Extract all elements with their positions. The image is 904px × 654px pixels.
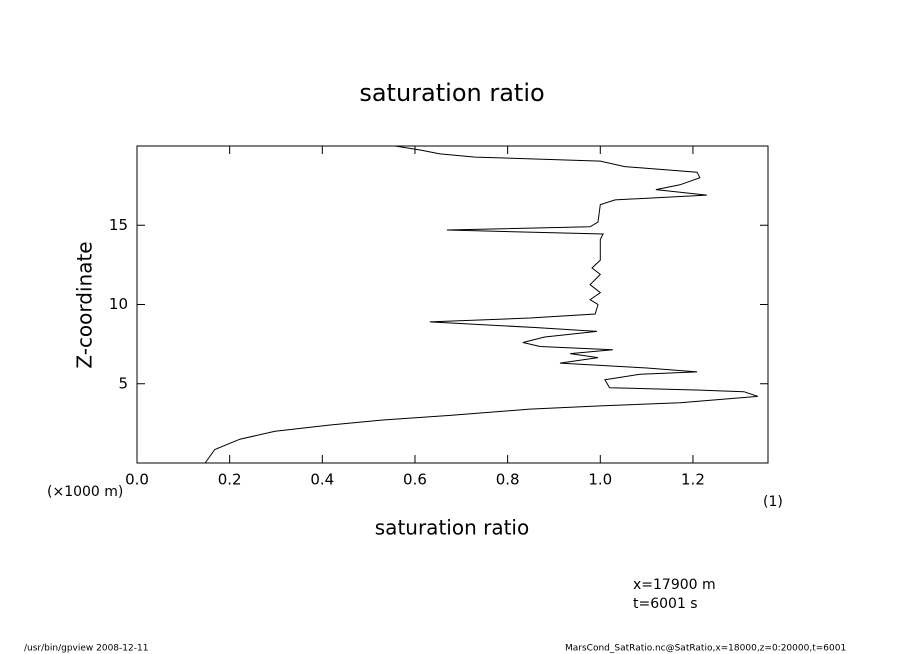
x-unit: (1): [763, 494, 783, 510]
chart-title: saturation ratio: [359, 79, 544, 107]
annotation: x=17900 m: [633, 577, 716, 593]
x-tick-label: 0.0: [125, 471, 149, 489]
annotation: t=6001 s: [633, 596, 698, 612]
x-tick-label: 0.4: [310, 471, 334, 489]
x-tick-label: 0.8: [496, 471, 520, 489]
x-tick-label: 1.0: [588, 471, 612, 489]
profile-line: [204, 145, 758, 464]
x-tick-label: 0.2: [218, 471, 242, 489]
x-tick-label: 1.2: [681, 471, 705, 489]
y-tick-label: 5: [118, 374, 128, 392]
footer: /usr/bin/gpview 2008-12-11: [24, 644, 148, 654]
footer: MarsCond_SatRatio.nc@SatRatio,x=18000,z=…: [565, 644, 846, 654]
y-axis-label: Z-coordinate: [73, 241, 97, 368]
x-tick-label: 0.6: [403, 471, 427, 489]
y-tick-label: 10: [109, 295, 128, 313]
x-axis-label: saturation ratio: [375, 516, 529, 540]
y-unit: (×1000 m): [47, 484, 123, 500]
y-tick-label: 15: [109, 216, 128, 234]
